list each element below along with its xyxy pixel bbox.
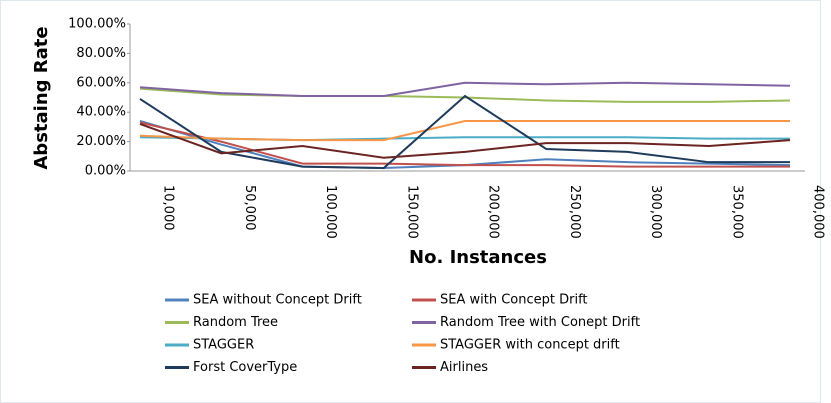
- x-tick-label: 150,000: [404, 185, 419, 239]
- x-tick-label: 300,000: [648, 185, 663, 239]
- x-tick-label: 400,000: [811, 185, 826, 239]
- y-tick-label: 20.00%: [76, 134, 126, 149]
- x-tick-label: 100,000: [323, 185, 338, 239]
- y-tick-label: 60.00%: [76, 75, 126, 90]
- y-tick-label: 80.00%: [76, 46, 126, 61]
- series-line: [139, 123, 791, 159]
- x-tick-label: 200,000: [486, 185, 501, 239]
- legend-label: SEA with Concept Drift: [440, 293, 588, 308]
- series-line: [139, 121, 790, 168]
- x-tick-label: 10,000: [161, 185, 176, 231]
- legend: SEA without Concept Drift SEA with Concep…: [165, 293, 640, 375]
- legend-label: Random Tree with Conept Drift: [440, 315, 640, 330]
- legend-label: SEA without Concept Drift: [193, 293, 362, 308]
- series-line: [139, 81, 791, 98]
- legend-label: Random Tree: [193, 315, 278, 330]
- y-tick-label: 100.00%: [68, 17, 126, 32]
- series-line: [139, 120, 790, 142]
- legend-label: Airlines: [440, 360, 488, 375]
- x-tick-label: 350,000: [729, 185, 744, 239]
- y-tick-label: 0.00%: [85, 164, 126, 179]
- x-axis-title: No. Instances: [409, 247, 547, 268]
- x-tick-label: 250,000: [567, 185, 582, 239]
- legend-label: STAGGER with concept drift: [440, 338, 620, 353]
- y-axis-title: Abstaing Rate: [31, 26, 52, 169]
- legend-label: Forst CoverType: [193, 360, 297, 375]
- legend-label: STAGGER: [193, 338, 254, 353]
- x-tick-label: 50,000: [242, 185, 257, 231]
- y-tick-label: 40.00%: [76, 105, 126, 120]
- series-line: [139, 94, 790, 170]
